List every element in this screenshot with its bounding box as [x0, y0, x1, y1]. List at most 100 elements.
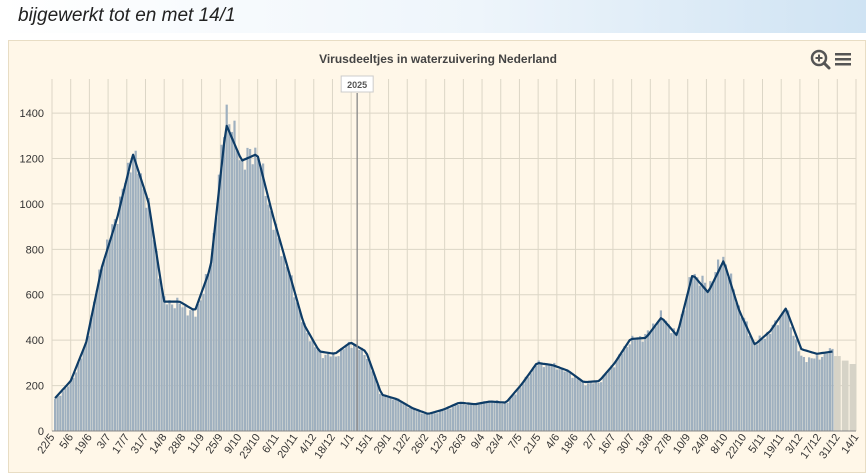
data-bar [441, 410, 444, 431]
data-bar [108, 239, 111, 431]
data-bar [730, 273, 733, 431]
zoom-in-icon[interactable] [810, 49, 831, 70]
data-bar [215, 217, 218, 431]
data-bar [145, 207, 148, 431]
data-bar [74, 372, 78, 431]
y-tick-label: 0 [38, 426, 44, 438]
x-tick-label: 14/8 [148, 432, 170, 456]
data-bar [116, 223, 119, 431]
data-bar [724, 264, 728, 431]
data-bar [249, 148, 252, 431]
data-bar [288, 271, 291, 431]
data-bar [272, 229, 275, 431]
data-bar [628, 344, 631, 431]
data-bar [397, 398, 400, 431]
data-bar [457, 405, 460, 431]
hamburger-menu-icon[interactable] [835, 53, 851, 66]
data-bar [789, 327, 793, 431]
x-tick-label: 18/12 [312, 432, 338, 461]
data-bar [758, 335, 761, 431]
data-bar [371, 371, 374, 431]
data-bar [571, 377, 574, 431]
data-bar [675, 332, 678, 431]
data-bar [667, 324, 670, 431]
x-tick-label: 23/4 [484, 432, 506, 456]
data-bar [462, 404, 465, 431]
data-bar [61, 391, 65, 431]
data-bar [241, 160, 244, 431]
data-bar [264, 195, 267, 431]
x-tick-label: 31/7 [129, 432, 151, 456]
data-bar [626, 347, 629, 431]
data-bar [701, 275, 704, 431]
x-tick-label: 26/3 [447, 432, 469, 456]
data-bar [548, 365, 551, 431]
data-bar [350, 347, 353, 431]
x-tick-label: 27/8 [652, 432, 674, 456]
data-bar [763, 338, 767, 431]
data-bar [613, 367, 616, 431]
data-bar [246, 147, 249, 431]
data-bar [743, 317, 746, 431]
data-bar [332, 352, 335, 431]
data-bar [592, 383, 595, 431]
data-bar [620, 353, 624, 431]
data-bar [826, 353, 829, 431]
data-bar [670, 333, 673, 431]
x-tick-label: 29/1 [372, 432, 394, 456]
data-bar [566, 369, 569, 431]
x-tick-label: 17/7 [110, 432, 132, 456]
data-bar [132, 156, 135, 431]
data-bar [711, 283, 715, 431]
data-bar [641, 341, 644, 431]
data-bar [706, 291, 709, 431]
data-bar [158, 278, 161, 431]
data-bar [581, 380, 585, 431]
data-bar [709, 281, 712, 431]
data-bar [412, 409, 416, 431]
data-bar [207, 274, 210, 431]
data-bar [379, 393, 382, 431]
y-tick-label: 400 [26, 335, 44, 347]
data-bar [688, 277, 691, 431]
data-bar [329, 356, 332, 431]
data-bar [262, 163, 265, 431]
data-bar [550, 364, 553, 431]
data-bar [392, 399, 395, 431]
data-bar [191, 308, 195, 431]
data-bar [124, 182, 127, 431]
data-bar [464, 405, 468, 431]
data-bar [194, 316, 197, 431]
data-bar [483, 401, 486, 431]
data-bar [787, 310, 790, 431]
data-bar [87, 335, 91, 431]
data-bar [800, 355, 803, 431]
data-bar [171, 304, 174, 431]
data-bar [732, 289, 735, 431]
data-bar [363, 354, 366, 431]
data-bar [210, 264, 213, 431]
data-bar [753, 344, 756, 431]
data-bar [316, 349, 319, 431]
data-bar [672, 328, 676, 431]
data-bar [514, 394, 517, 431]
data-bar [704, 282, 707, 431]
data-bar [795, 339, 798, 431]
data-bar [805, 362, 808, 431]
data-bar [563, 371, 566, 431]
data-bar [610, 365, 613, 431]
x-tick-label: 20/11 [275, 432, 300, 461]
data-bar [168, 300, 171, 431]
data-bar [745, 321, 748, 431]
data-bar [298, 309, 301, 431]
data-bar [405, 405, 408, 431]
data-bar [639, 336, 642, 431]
x-tick-label: 31/12 [817, 432, 843, 461]
data-bar [197, 304, 200, 431]
data-bar [438, 410, 442, 431]
data-bar [345, 344, 348, 431]
data-bar [623, 346, 626, 431]
data-bar [649, 331, 652, 431]
data-bar [147, 197, 150, 431]
data-bar [176, 297, 179, 431]
